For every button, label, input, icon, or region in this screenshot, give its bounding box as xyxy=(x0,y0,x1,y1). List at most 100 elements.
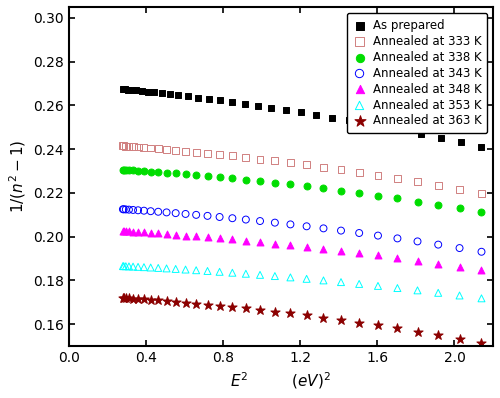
Annealed at 363 K xyxy=(146,297,154,303)
Annealed at 333 K xyxy=(154,145,162,152)
Annealed at 338 K xyxy=(394,195,402,202)
As prepared xyxy=(282,107,290,113)
Annealed at 353 K xyxy=(478,295,486,302)
Annealed at 343 K xyxy=(228,215,236,221)
As prepared xyxy=(268,105,276,111)
Annealed at 338 K xyxy=(414,198,422,205)
Annealed at 363 K xyxy=(478,339,486,346)
Annealed at 338 K xyxy=(120,167,128,173)
Annealed at 338 K xyxy=(172,170,179,177)
Annealed at 338 K xyxy=(374,193,382,199)
Annealed at 343 K xyxy=(320,225,328,232)
Annealed at 348 K xyxy=(374,252,382,259)
Annealed at 353 K xyxy=(456,292,464,298)
Annealed at 338 K xyxy=(154,169,162,176)
Annealed at 363 K xyxy=(394,325,402,332)
Annealed at 363 K xyxy=(256,307,264,313)
Annealed at 348 K xyxy=(154,230,162,237)
Annealed at 348 K xyxy=(256,239,264,245)
Annealed at 363 K xyxy=(242,305,250,312)
Annealed at 353 K xyxy=(271,273,279,279)
Annealed at 343 K xyxy=(478,249,486,255)
Annealed at 348 K xyxy=(414,258,422,264)
As prepared xyxy=(138,88,145,94)
Annealed at 363 K xyxy=(374,322,382,328)
Annealed at 338 K xyxy=(129,167,137,174)
Annealed at 348 K xyxy=(394,255,402,261)
Annealed at 343 K xyxy=(256,218,264,224)
As prepared xyxy=(380,124,388,130)
Annealed at 343 K xyxy=(146,208,154,215)
As prepared xyxy=(457,139,465,146)
Annealed at 343 K xyxy=(337,227,345,234)
Annealed at 338 K xyxy=(125,167,133,174)
Annealed at 353 K xyxy=(355,281,363,287)
Annealed at 348 K xyxy=(140,229,148,236)
As prepared xyxy=(216,97,224,103)
Annealed at 348 K xyxy=(434,260,442,267)
Annealed at 333 K xyxy=(374,172,382,179)
Annealed at 343 K xyxy=(302,223,310,230)
Annealed at 348 K xyxy=(120,228,128,234)
Annealed at 343 K xyxy=(172,210,179,216)
Annealed at 353 K xyxy=(228,269,236,276)
Annealed at 353 K xyxy=(192,267,200,273)
Annealed at 333 K xyxy=(434,182,442,189)
Annealed at 348 K xyxy=(286,242,294,248)
Annealed at 353 K xyxy=(320,277,328,284)
Annealed at 348 K xyxy=(216,235,224,242)
Annealed at 333 K xyxy=(134,144,142,150)
Annealed at 333 K xyxy=(119,142,127,149)
Annealed at 338 K xyxy=(134,168,142,174)
Annealed at 333 K xyxy=(192,149,200,155)
Annealed at 343 K xyxy=(125,207,133,213)
As prepared xyxy=(328,114,336,121)
Annealed at 343 K xyxy=(414,238,422,245)
Annealed at 363 K xyxy=(337,317,345,323)
Annealed at 363 K xyxy=(119,295,127,301)
Annealed at 333 K xyxy=(355,169,363,176)
X-axis label: $E^2$         $(eV)^2$: $E^2$ $(eV)^2$ xyxy=(230,371,332,391)
Annealed at 348 K xyxy=(129,228,137,235)
Annealed at 333 K xyxy=(414,179,422,185)
Annealed at 338 K xyxy=(434,202,442,208)
Annealed at 333 K xyxy=(120,143,128,149)
Annealed at 333 K xyxy=(216,151,224,158)
Annealed at 338 K xyxy=(122,167,130,173)
Annealed at 343 K xyxy=(154,209,162,215)
Annealed at 363 K xyxy=(414,328,422,335)
As prepared xyxy=(194,94,202,101)
Annealed at 338 K xyxy=(162,170,170,176)
Annealed at 363 K xyxy=(182,299,190,306)
As prepared xyxy=(418,131,426,137)
Annealed at 353 K xyxy=(286,274,294,281)
Annealed at 353 K xyxy=(125,263,133,269)
Annealed at 333 K xyxy=(256,156,264,162)
As prepared xyxy=(312,112,320,118)
Annealed at 348 K xyxy=(271,240,279,247)
Annealed at 343 K xyxy=(182,211,190,217)
Annealed at 338 K xyxy=(478,209,486,215)
Annealed at 353 K xyxy=(302,276,310,282)
Annealed at 353 K xyxy=(122,263,130,269)
As prepared xyxy=(184,93,192,100)
Annealed at 333 K xyxy=(286,160,294,166)
As prepared xyxy=(122,86,130,92)
Annealed at 333 K xyxy=(129,143,137,150)
As prepared xyxy=(254,103,262,109)
Annealed at 363 K xyxy=(154,297,162,304)
As prepared xyxy=(166,91,173,97)
Annealed at 353 K xyxy=(119,263,127,269)
Annealed at 338 K xyxy=(302,183,310,189)
Annealed at 363 K xyxy=(228,304,236,310)
Annealed at 333 K xyxy=(146,145,154,151)
Annealed at 333 K xyxy=(162,146,170,152)
Annealed at 348 K xyxy=(337,248,345,254)
Annealed at 338 K xyxy=(320,185,328,191)
Annealed at 343 K xyxy=(204,213,212,219)
Annealed at 338 K xyxy=(456,205,464,212)
As prepared xyxy=(362,121,370,127)
As prepared xyxy=(119,86,127,92)
Annealed at 363 K xyxy=(286,310,294,317)
As prepared xyxy=(297,109,305,115)
